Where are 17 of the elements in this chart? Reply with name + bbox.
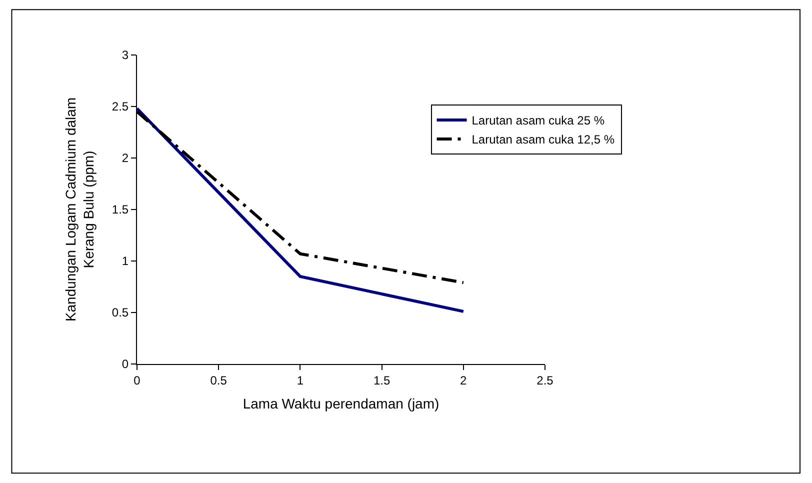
y-tick-label: 1.5 bbox=[112, 202, 129, 217]
x-tick-label: 2 bbox=[460, 373, 468, 388]
y-axis-title: Kandungan Logam Cadmium dalam Kerang Bulu (ppm) bbox=[62, 97, 97, 322]
legend-label: Larutan asam cuka 25 % bbox=[472, 114, 605, 128]
x-tick-label: 1.5 bbox=[373, 373, 390, 388]
y-tick-label: 0 bbox=[122, 357, 129, 372]
legend-label: Larutan asam cuka 12,5 % bbox=[472, 132, 615, 147]
y-tick-label: 2 bbox=[122, 151, 129, 166]
x-axis-title: Lama Waktu perendaman (jam) bbox=[242, 396, 440, 412]
x-tick-label: 0.5 bbox=[210, 373, 228, 388]
x-tick-label: 0 bbox=[134, 373, 141, 388]
y-tick-label: 1 bbox=[122, 254, 129, 268]
x-tick-label: 1 bbox=[296, 373, 304, 388]
y-tick-label: 0.5 bbox=[112, 306, 129, 320]
y-tick-label: 2.5 bbox=[112, 100, 129, 114]
y-tick-label: 3 bbox=[122, 48, 129, 62]
x-tick-label: 2.5 bbox=[536, 373, 554, 388]
